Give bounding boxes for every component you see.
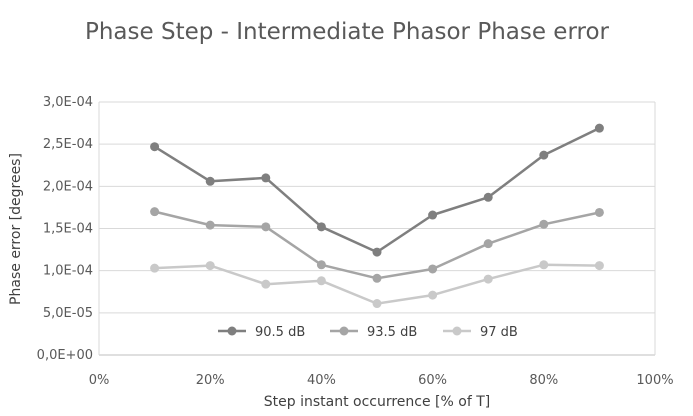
data-point bbox=[594, 261, 604, 271]
y-tick-label: 0,0E+00 bbox=[37, 348, 93, 363]
data-point bbox=[150, 207, 160, 217]
data-point bbox=[261, 173, 271, 183]
legend-entry: 97 dB bbox=[443, 325, 518, 340]
y-tick-label: 5,0E-05 bbox=[43, 306, 93, 321]
y-tick-label: 1,5E-04 bbox=[43, 222, 93, 237]
data-point bbox=[150, 263, 160, 273]
y-tick-label: 3,0E-04 bbox=[43, 95, 93, 110]
y-axis-label: Phase error [degrees] bbox=[8, 153, 24, 305]
data-point bbox=[428, 264, 438, 274]
legend-entry: 90.5 dB bbox=[218, 325, 305, 340]
data-point bbox=[428, 210, 438, 220]
chart-title: Phase Step - Intermediate Phasor Phase e… bbox=[85, 19, 610, 45]
data-point bbox=[483, 239, 493, 249]
gridlines bbox=[99, 101, 655, 356]
series-1 bbox=[150, 123, 604, 257]
y-tick-label: 2,5E-04 bbox=[43, 137, 93, 152]
data-point bbox=[483, 192, 493, 202]
data-point bbox=[428, 290, 438, 300]
data-point bbox=[316, 276, 326, 286]
legend-marker bbox=[452, 326, 462, 336]
data-point bbox=[539, 219, 549, 229]
x-axis-label: Step instant occurrence [% of T] bbox=[264, 394, 490, 410]
data-point bbox=[594, 123, 604, 133]
x-tick-label: 20% bbox=[196, 373, 225, 388]
data-point bbox=[483, 274, 493, 284]
data-point bbox=[150, 142, 160, 152]
legend-marker bbox=[339, 326, 349, 336]
data-point bbox=[316, 222, 326, 232]
data-point bbox=[372, 299, 382, 309]
data-point bbox=[261, 279, 271, 289]
y-axis-tick-labels: 0,0E+00 5,0E-05 1,0E-04 1,5E-04 2,0E-04 2,5E-… bbox=[37, 95, 93, 363]
legend: 90.5 dB 93.5 dB 97 dB bbox=[218, 325, 518, 340]
data-point bbox=[539, 260, 549, 270]
legend-label: 93.5 dB bbox=[367, 325, 417, 340]
series-2 bbox=[150, 207, 604, 283]
x-tick-label: 80% bbox=[529, 373, 558, 388]
y-tick-label: 2,0E-04 bbox=[43, 179, 93, 194]
data-point bbox=[594, 207, 604, 217]
data-point bbox=[539, 150, 549, 160]
data-point bbox=[372, 247, 382, 257]
x-tick-label: 60% bbox=[418, 373, 447, 388]
legend-label: 90.5 dB bbox=[255, 325, 305, 340]
data-point bbox=[205, 176, 215, 186]
x-tick-label: 0% bbox=[89, 373, 110, 388]
x-axis-tick-labels: 0% 20% 40% 60% 80% 100% bbox=[89, 373, 674, 388]
axes bbox=[98, 102, 656, 356]
legend-marker bbox=[227, 326, 237, 336]
series-3 bbox=[150, 260, 604, 309]
data-series bbox=[150, 123, 604, 309]
data-point bbox=[205, 220, 215, 230]
legend-entry: 93.5 dB bbox=[330, 325, 417, 340]
legend-label: 97 dB bbox=[480, 325, 518, 340]
data-point bbox=[316, 260, 326, 270]
data-point bbox=[372, 273, 382, 283]
x-tick-label: 100% bbox=[636, 373, 673, 388]
data-point bbox=[205, 261, 215, 271]
data-point bbox=[261, 222, 271, 232]
x-tick-label: 40% bbox=[307, 373, 336, 388]
y-tick-label: 1,0E-04 bbox=[43, 264, 93, 279]
